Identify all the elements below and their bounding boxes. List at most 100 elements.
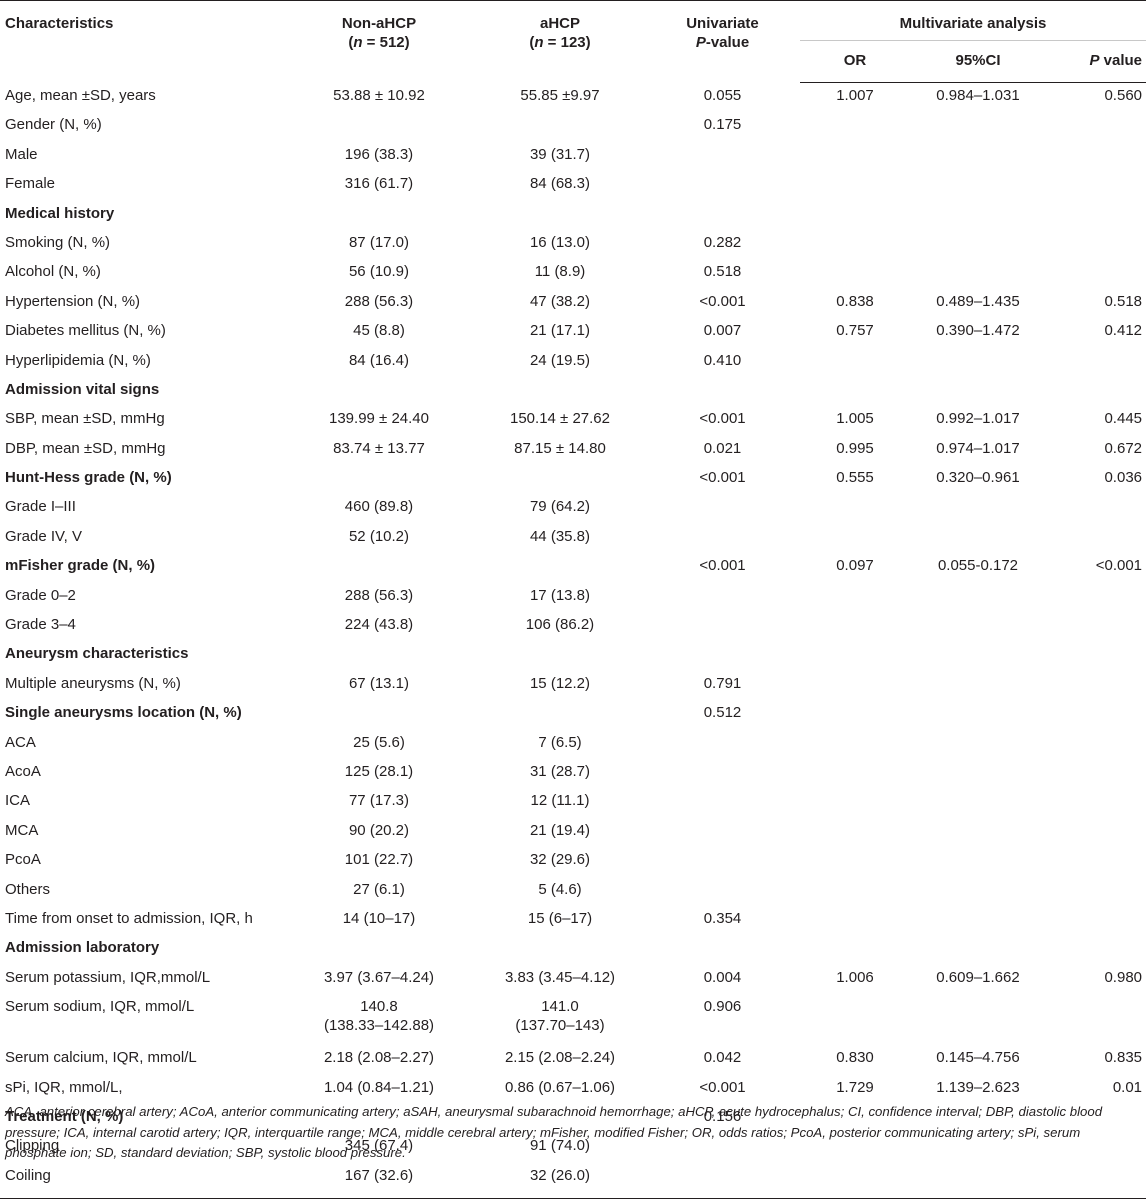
- cell-ci: [910, 759, 1046, 788]
- cell-or: [800, 612, 910, 641]
- cell-or: [800, 759, 910, 788]
- cell-non-ahcp: 45 (8.8): [353, 322, 405, 340]
- cell-non-ahcp: 140.8 (138.33–142.88): [323, 998, 435, 1035]
- table-row: Hyperlipidemia (N, %) 84 (16.4) 24 (19.5) 0…: [0, 348, 1146, 377]
- header-multivariate: Multivariate analysis: [800, 0, 1146, 41]
- table-row: Gender (N, %) 0.175: [0, 112, 1146, 141]
- table-row: Others 27 (6.1) 5 (4.6): [0, 877, 1146, 906]
- cell-or: [800, 788, 910, 817]
- cell-ci: [910, 641, 1046, 670]
- cell-characteristic: Diabetes mellitus (N, %): [5, 322, 166, 340]
- cell-univariate-p: 0.021: [703, 439, 742, 457]
- cell-characteristic: Coiling: [0, 1162, 283, 1199]
- cell-univariate-p: 0.906: [703, 998, 742, 1016]
- cell-ci: [910, 994, 1046, 1045]
- cell-ahcp: 79 (64.2): [529, 498, 591, 516]
- cell-non-ahcp: [283, 377, 475, 406]
- cell-ahcp: 17 (13.8): [529, 586, 591, 604]
- cell-ahcp: 39 (31.7): [529, 145, 591, 163]
- cell-non-ahcp: 52 (10.2): [348, 527, 410, 545]
- cell-or: 0.097: [836, 557, 874, 575]
- cell-multivariate-p: [1046, 877, 1146, 906]
- cell-ci: [910, 847, 1046, 876]
- cell-ahcp: 5 (4.6): [538, 880, 582, 898]
- cell-or: 1.007: [836, 87, 874, 104]
- cell-univariate-p: 0.042: [703, 1049, 742, 1067]
- cell-or: [800, 906, 910, 935]
- cell-univariate-p: <0.001: [699, 469, 746, 487]
- cell-ci: [910, 259, 1046, 288]
- cell-or: [800, 494, 910, 523]
- cell-univariate-p: 0.791: [703, 674, 742, 692]
- cell-univariate-p: [645, 494, 800, 523]
- cell-non-ahcp: 3.97 (3.67–4.24): [323, 968, 435, 986]
- cell-multivariate-p: [1046, 230, 1146, 259]
- table-row: Clipping 345 (67.4) 91 (74.0): [0, 1133, 1146, 1162]
- cell-characteristic: Grade I–III: [5, 498, 76, 516]
- cell-non-ahcp: 90 (20.2): [348, 821, 410, 839]
- cell-ahcp: 24 (19.5): [529, 351, 591, 369]
- cell-characteristic: Admission vital signs: [5, 380, 160, 398]
- cell-ci: [910, 671, 1046, 700]
- cell-or: [800, 847, 910, 876]
- cell-characteristic: Aneurysm characteristics: [5, 645, 189, 663]
- cell-or: [800, 877, 910, 906]
- cell-ahcp: [475, 935, 645, 964]
- cell-non-ahcp: 27 (6.1): [353, 880, 405, 898]
- table-section-row: Hunt-Hess grade (N, %) <0.001 0.555 0.320–0…: [0, 465, 1146, 494]
- table-row: ACA 25 (5.6) 7 (6.5): [0, 730, 1146, 759]
- table-row: PcoA 101 (22.7) 32 (29.6): [0, 847, 1146, 876]
- cell-non-ahcp: 77 (17.3): [348, 792, 410, 810]
- cell-characteristic: Admission laboratory: [5, 939, 160, 957]
- cell-univariate-p: [645, 935, 800, 964]
- table-row: Smoking (N, %) 87 (17.0) 16 (13.0) 0.282: [0, 230, 1146, 259]
- cell-ahcp: 11 (8.9): [534, 263, 586, 281]
- cell-multivariate-p: [1046, 759, 1146, 788]
- table-row: Grade 3–4 224 (43.8) 106 (86.2): [0, 612, 1146, 641]
- cell-univariate-p: [645, 377, 800, 406]
- cell-univariate-p: [645, 730, 800, 759]
- header-characteristics: Characteristics: [0, 0, 283, 83]
- cell-non-ahcp: 288 (56.3): [344, 292, 414, 310]
- cell-univariate-p: [645, 847, 800, 876]
- cell-or: [800, 230, 910, 259]
- cell-characteristic: Others: [5, 880, 51, 898]
- cell-multivariate-p: [1046, 906, 1146, 935]
- cell-non-ahcp: [283, 553, 475, 582]
- cell-ahcp: 16 (13.0): [529, 233, 591, 251]
- table-row: Grade I–III 460 (89.8) 79 (64.2): [0, 494, 1146, 523]
- cell-univariate-p: <0.001: [699, 557, 746, 575]
- cell-or: 0.995: [836, 439, 874, 457]
- table-row: Multiple aneurysms (N, %) 67 (13.1) 15 (12…: [0, 671, 1146, 700]
- cell-characteristic: Clipping: [5, 1137, 60, 1155]
- header-univariate: Univariate P-value: [645, 0, 800, 83]
- cell-or: [800, 935, 910, 964]
- cell-multivariate-p: <0.001: [1095, 557, 1143, 575]
- cell-univariate-p: 0.518: [703, 263, 742, 281]
- cell-or: [800, 142, 910, 171]
- cell-characteristic: ACA: [5, 733, 36, 751]
- cell-characteristic: Alcohol (N, %): [5, 263, 101, 281]
- cell-univariate-p: [645, 818, 800, 847]
- cell-ci: [910, 788, 1046, 817]
- cell-characteristic: DBP, mean ±SD, mmHg: [5, 439, 166, 457]
- cell-ahcp: 141.0 (137.70–143): [515, 998, 605, 1035]
- cell-multivariate-p: [1046, 994, 1146, 1045]
- cell-multivariate-p: 0.980: [1104, 968, 1143, 986]
- cell-ci: [910, 171, 1046, 200]
- table-row: Serum calcium, IQR, mmol/L 2.18 (2.08–2.2…: [0, 1045, 1146, 1074]
- cell-or: 0.838: [836, 292, 874, 310]
- cell-ahcp: [475, 201, 645, 230]
- cell-or: [800, 1162, 910, 1199]
- cell-univariate-p: [645, 171, 800, 200]
- cell-ahcp: 106 (86.2): [525, 616, 595, 634]
- cell-non-ahcp: [283, 935, 475, 964]
- table-row: Hypertension (N, %) 288 (56.3) 47 (38.2) <0…: [0, 289, 1146, 318]
- cell-non-ahcp: [283, 641, 475, 670]
- cell-ci: [910, 494, 1046, 523]
- cell-non-ahcp: 56 (10.9): [348, 263, 410, 281]
- cell-univariate-p: <0.001: [699, 410, 746, 428]
- cell-ci: [910, 348, 1046, 377]
- cell-ci: [910, 700, 1046, 729]
